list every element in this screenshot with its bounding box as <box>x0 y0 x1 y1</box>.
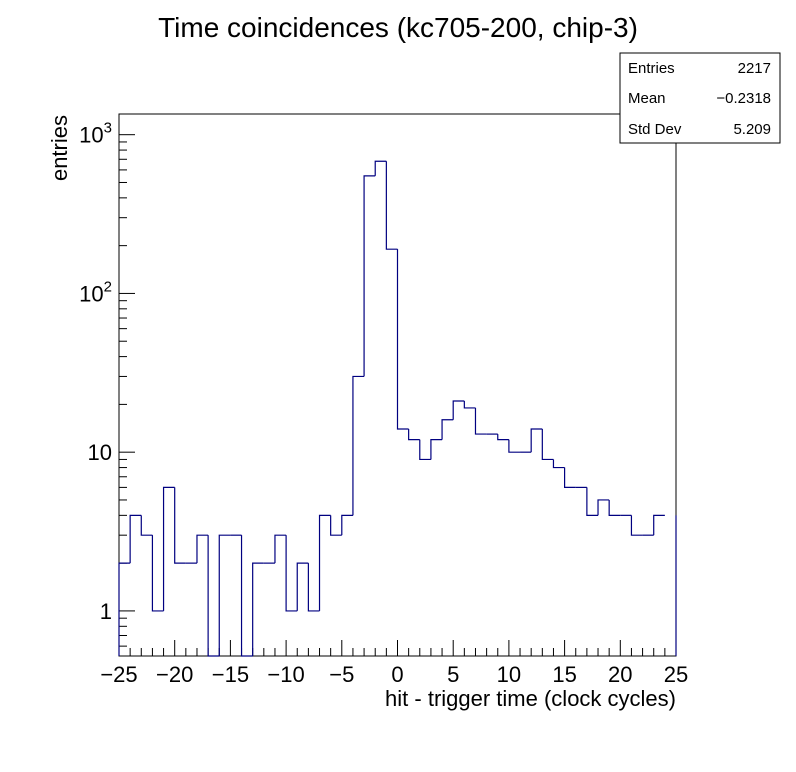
y-tick-label: 10 <box>88 440 112 465</box>
histogram-bin <box>441 419 454 440</box>
histogram-bin <box>118 562 131 656</box>
histogram-bin <box>564 467 576 488</box>
histogram-bin <box>586 487 599 516</box>
y-tick-label: 102 <box>79 278 112 306</box>
stats-box: Entries 2217 Mean −0.2318 Std Dev 5.209 <box>619 52 781 144</box>
histogram-bin <box>352 375 365 516</box>
histogram-bin <box>174 487 186 564</box>
histogram-bin <box>140 515 153 536</box>
histogram-bin <box>129 514 142 564</box>
histogram-bin <box>530 428 543 453</box>
x-tick-label: −25 <box>100 662 137 687</box>
x-axis: −25 −20 −15 −10 −5 0 5 10 15 20 25 <box>100 640 688 687</box>
histogram-bin <box>452 400 465 420</box>
histogram-bin <box>508 439 521 453</box>
histogram-bin <box>307 563 320 612</box>
histogram-bin <box>408 428 420 441</box>
x-tick-label: −5 <box>329 662 354 687</box>
histogram-bin <box>318 514 331 611</box>
histogram-bin <box>363 175 376 377</box>
stats-entries-label: Entries <box>628 60 675 77</box>
histogram-bin <box>218 534 231 656</box>
y-axis: 1 10 102 103 <box>79 120 135 647</box>
histogram-bin <box>252 562 264 656</box>
histogram-bin <box>274 534 287 564</box>
histogram-bin <box>419 439 431 461</box>
histogram-bin <box>653 514 665 536</box>
x-tick-label: −20 <box>156 662 193 687</box>
stats-stddev-label: Std Dev <box>628 121 682 138</box>
x-tick-label: 5 <box>447 662 459 687</box>
x-tick-label: −10 <box>267 662 304 687</box>
stats-mean-value: −0.2318 <box>716 90 771 107</box>
histogram-bin <box>151 535 164 612</box>
histogram-bin <box>374 160 387 176</box>
histogram-bin <box>608 499 621 516</box>
stats-entries-value: 2217 <box>738 60 771 77</box>
x-tick-label: 20 <box>608 662 632 687</box>
histogram-bin <box>196 534 209 564</box>
histogram-bin <box>240 535 253 657</box>
histogram-bin <box>296 562 309 611</box>
histogram-bin <box>541 428 554 461</box>
histogram-bin <box>330 515 342 536</box>
histogram-bin <box>474 407 487 435</box>
histogram-bins <box>118 160 677 657</box>
chart-title: Time coincidences (kc705-200, chip-3) <box>158 12 638 43</box>
y-tick-label: 103 <box>79 120 112 148</box>
histogram-bin <box>341 514 353 536</box>
histogram-bin <box>597 499 610 516</box>
histogram-bin <box>430 439 443 460</box>
histogram-bin <box>463 401 476 409</box>
y-axis-label: entries <box>47 115 72 181</box>
histogram-bin <box>630 515 643 536</box>
histogram-bin <box>207 535 220 657</box>
y-tick-label: 1 <box>100 599 112 624</box>
stats-stddev-value: 5.209 <box>733 121 771 138</box>
x-tick-label: 10 <box>497 662 521 687</box>
histogram-bin <box>552 459 565 469</box>
x-tick-label: 25 <box>664 662 688 687</box>
stats-mean-label: Mean <box>628 90 666 107</box>
x-tick-label: −15 <box>212 662 249 687</box>
histogram-bin <box>497 434 509 441</box>
x-tick-label: 0 <box>391 662 403 687</box>
x-axis-label: hit - trigger time (clock cycles) <box>385 686 676 711</box>
histogram-bin <box>162 486 175 611</box>
histogram-bin <box>396 249 409 430</box>
histogram-bin <box>385 161 398 250</box>
x-tick-label: 15 <box>552 662 576 687</box>
histogram-bin <box>285 535 298 612</box>
